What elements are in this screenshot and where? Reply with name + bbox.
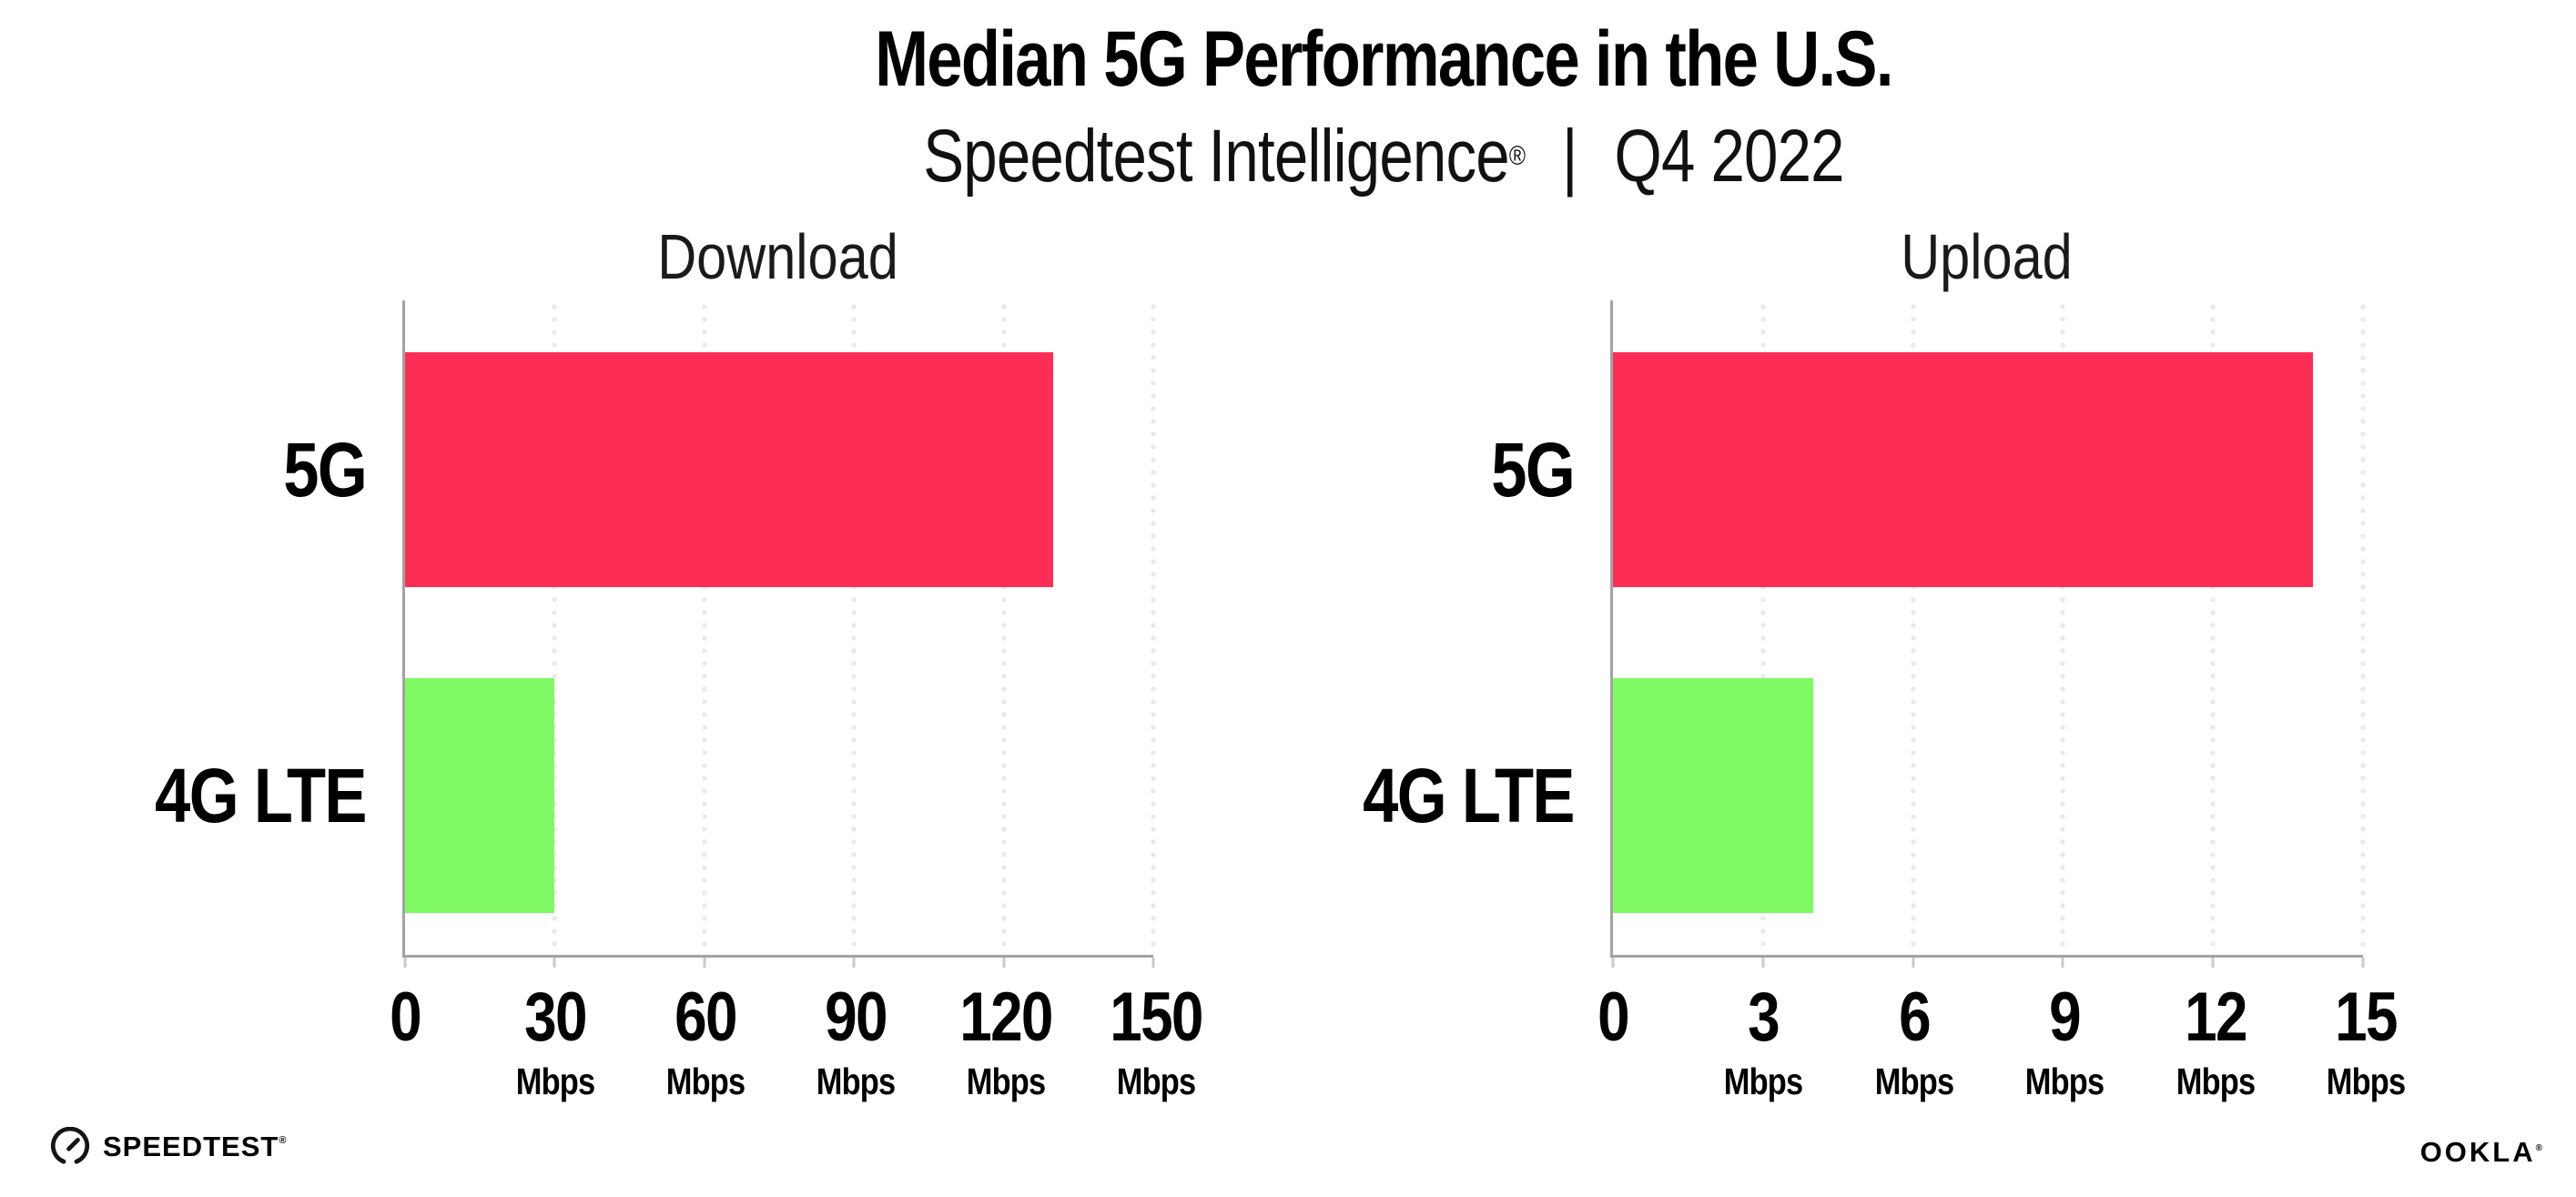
axis-tick-3-upload <box>1761 958 1765 968</box>
tick-value: 15 <box>2335 979 2398 1056</box>
gridline-9-upload <box>2059 300 2066 955</box>
tick-label-3-upload: 3 Mbps <box>1724 983 1803 1101</box>
tick-label-150-download: 150 Mbps <box>1110 979 1203 1102</box>
axis-tick-12-upload <box>2211 958 2215 968</box>
tick-unit: Mbps <box>816 1060 896 1102</box>
download-chart-panel: Download 5G 4G LTE 0 30 Mbps 60 Mbps 90 Mbps 120… <box>155 0 1203 1197</box>
axis-tick-120-download <box>1002 958 1006 968</box>
gridline-120-download <box>1000 300 1008 955</box>
subtitle-brand: Speedtest Intelligence <box>923 115 1509 198</box>
tick-label-12-upload: 12 Mbps <box>2175 983 2255 1101</box>
tick-value: 30 <box>524 979 587 1056</box>
tick-value: 0 <box>390 979 422 1056</box>
tick-label-90-download: 90 Mbps <box>816 983 896 1101</box>
gridline-150-download <box>1150 300 1157 955</box>
tick-value: 6 <box>1898 979 1932 1056</box>
upload-plot-area: 5G 4G LTE <box>1363 300 2367 968</box>
tick-label-0-upload: 0 <box>1597 979 1630 1056</box>
axis-tick-90-download <box>852 958 856 968</box>
tick-value: 60 <box>674 979 737 1056</box>
speedtest-logo: SPEEDTEST® <box>50 1127 287 1167</box>
tick-value: 9 <box>2049 979 2082 1056</box>
ookla-wordmark: OOKLA® <box>2419 1136 2545 1168</box>
category-label-5g-download: 5G <box>283 426 367 512</box>
tick-label-0-download: 0 <box>390 979 422 1056</box>
axis-tick-0-upload <box>1611 958 1615 968</box>
subtitle-period: Q4 2022 <box>1614 115 1845 198</box>
tick-unit: Mbps <box>1116 1060 1196 1102</box>
chart-title: Median 5G Performance in the U.S. <box>875 15 1893 103</box>
tick-value: 120 <box>959 979 1053 1056</box>
gridline-12-upload <box>2209 300 2216 955</box>
gridline-60-download <box>701 300 708 955</box>
speedtest-gauge-icon <box>50 1127 90 1167</box>
bar-4g-lte-upload <box>1613 678 1813 913</box>
tick-unit: Mbps <box>515 1060 595 1102</box>
gridline-6-upload <box>1910 300 1917 955</box>
tick-label-120-download: 120 Mbps <box>959 979 1053 1102</box>
tick-unit: Mbps <box>966 1060 1046 1102</box>
axis-tick-150-download <box>1151 958 1155 968</box>
download-chart-title: Download <box>657 221 898 292</box>
bar-4g-lte-download <box>405 678 555 913</box>
chart-subtitle: Speedtest Intelligence® | Q4 2022 <box>406 114 2361 199</box>
category-label-4g-lte-upload: 4G LTE <box>1363 752 1575 838</box>
tick-label-15-upload: 15 Mbps <box>2327 983 2406 1101</box>
download-plot-area: 5G 4G LTE <box>155 300 1157 968</box>
tick-value: 90 <box>825 979 887 1056</box>
speedtest-wordmark: SPEEDTEST® <box>103 1131 288 1162</box>
tick-value: 3 <box>1748 979 1780 1056</box>
tick-label-30-download: 30 Mbps <box>516 983 595 1101</box>
chart-header: Median 5G Performance in the U.S. Speedt… <box>191 15 2576 199</box>
ookla-trademark: ® <box>2535 1143 2545 1153</box>
tick-unit: Mbps <box>2326 1060 2406 1102</box>
subtitle-separator: | <box>1562 115 1577 198</box>
tick-unit: Mbps <box>1874 1060 1954 1102</box>
tick-label-9-upload: 9 Mbps <box>2025 983 2104 1101</box>
category-label-4g-lte-download: 4G LTE <box>155 752 367 838</box>
tick-value: 12 <box>2184 979 2247 1056</box>
bar-5g-download <box>405 352 1054 587</box>
tick-unit: Mbps <box>2175 1060 2255 1102</box>
tick-value: 0 <box>1597 979 1630 1056</box>
axis-tick-15-upload <box>2361 958 2365 968</box>
axis-tick-30-download <box>553 958 556 968</box>
tick-label-6-upload: 6 Mbps <box>1875 983 1954 1101</box>
upload-chart-title: Upload <box>1901 221 2073 292</box>
tick-unit: Mbps <box>2024 1060 2104 1102</box>
axis-tick-0-download <box>403 958 407 968</box>
registered-mark: ® <box>1508 141 1526 171</box>
speedtest-trademark: ® <box>279 1135 288 1146</box>
ookla-logo: OOKLA® <box>2420 1136 2545 1169</box>
axis-tick-6-upload <box>1912 958 1915 968</box>
gridline-90-download <box>850 300 857 955</box>
gridline-30-download <box>551 300 558 955</box>
axis-tick-9-upload <box>2061 958 2064 968</box>
upload-x-axis-labels: 0 3 Mbps 6 Mbps 9 Mbps 12 Mbps 15 Mbps <box>1597 983 2406 1138</box>
tick-unit: Mbps <box>665 1060 745 1102</box>
download-x-axis-labels: 0 30 Mbps 60 Mbps 90 Mbps 120 Mbps 150 Mbps <box>390 979 1203 1138</box>
tick-value: 150 <box>1110 979 1203 1056</box>
tick-label-60-download: 60 Mbps <box>666 983 745 1101</box>
axis-tick-60-download <box>703 958 706 968</box>
category-label-5g-upload: 5G <box>1491 426 1575 512</box>
bar-5g-upload <box>1613 352 2314 587</box>
upload-chart-panel: Upload 5G 4G LTE 0 3 Mbps 6 Mbps 9 Mbps 12 Mbps 15… <box>1363 0 2406 1197</box>
gridline-3-upload <box>1760 300 1767 955</box>
tick-unit: Mbps <box>1724 1060 1803 1102</box>
gridline-15-upload <box>2359 300 2367 955</box>
